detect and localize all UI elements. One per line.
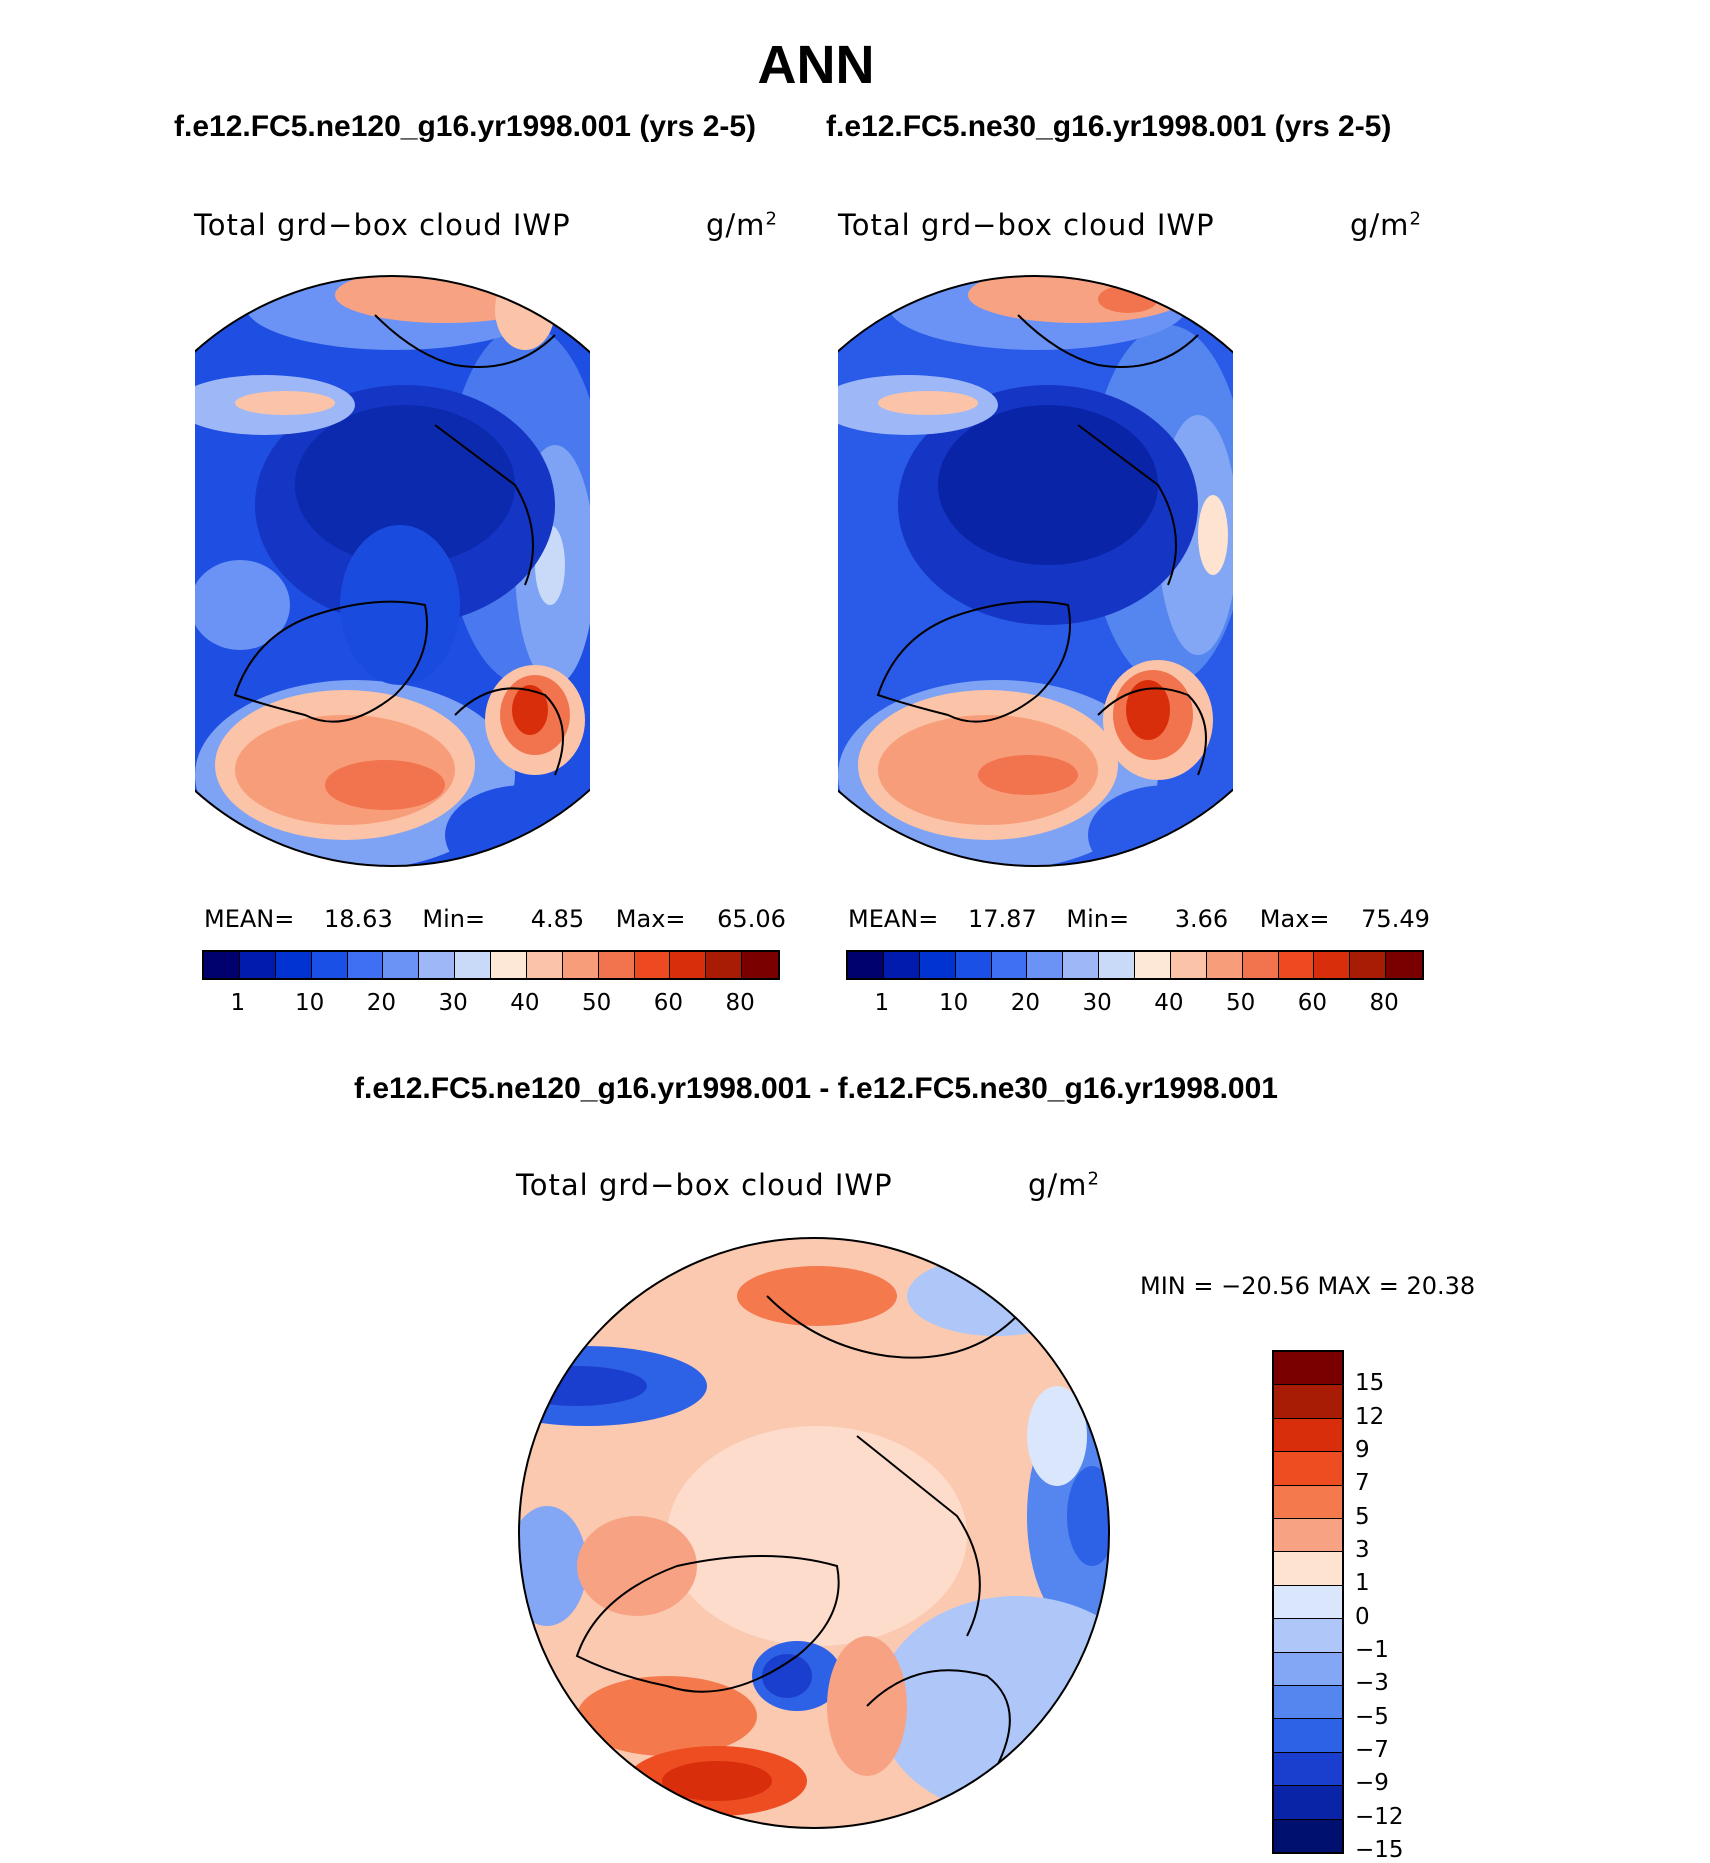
colorbar-swatch xyxy=(670,952,707,978)
colorbar-tick-label: 30 xyxy=(1082,990,1112,1016)
colorbar-tick-label: 50 xyxy=(1225,990,1256,1016)
colorbar-swatch xyxy=(1386,952,1422,978)
colorbar-swatch xyxy=(1274,1686,1342,1720)
colorbar-tick-label: −9 xyxy=(1355,1770,1389,1797)
left-units-label: g/m2 xyxy=(706,208,778,242)
colorbar-swatch xyxy=(1274,1519,1342,1553)
colorbar-swatch xyxy=(419,952,456,978)
colorbar-swatch xyxy=(204,952,240,978)
left-case-title: f.e12.FC5.ne120_g16.yr1998.001 (yrs 2-5) xyxy=(174,110,757,143)
right-stats: MEAN= 17.87 Min= 3.66 Max= 75.49 xyxy=(848,905,1430,933)
colorbar-tick-label: 30 xyxy=(438,990,468,1016)
colorbar-swatch xyxy=(526,952,563,978)
colorbar-swatch xyxy=(1274,1619,1342,1653)
colorbar-swatch xyxy=(1099,952,1135,978)
colorbar-tick-label: 0 xyxy=(1355,1603,1370,1630)
colorbar-swatch xyxy=(991,952,1028,978)
colorbar-tick-label: 3 xyxy=(1355,1537,1370,1563)
colorbar-swatch xyxy=(1274,1585,1342,1620)
colorbar-swatch xyxy=(491,952,527,978)
colorbar-swatch xyxy=(598,952,635,978)
colorbar-swatch xyxy=(1135,952,1171,978)
left-variable-label: Total grd−box cloud IWP xyxy=(194,208,571,242)
right-polar-map xyxy=(838,275,1233,867)
colorbar-tick-label: 9 xyxy=(1355,1437,1370,1463)
colorbar-tick-label: −7 xyxy=(1355,1737,1389,1763)
colorbar-swatch xyxy=(1274,1819,1342,1853)
colorbar-tick-label: 20 xyxy=(1010,990,1041,1016)
colorbar-tick-label: −1 xyxy=(1355,1637,1389,1663)
colorbar-tick-label: 10 xyxy=(294,990,325,1016)
colorbar-swatch xyxy=(1278,952,1315,978)
colorbar-tick-label: 7 xyxy=(1355,1470,1370,1497)
colorbar-tick-label: 10 xyxy=(938,990,969,1016)
colorbar-tick-label: 12 xyxy=(1355,1403,1385,1430)
colorbar-tick-label: 60 xyxy=(1297,990,1328,1016)
colorbar-swatch xyxy=(383,952,420,978)
colorbar-swatch xyxy=(1314,952,1351,978)
colorbar-swatch xyxy=(1063,952,1100,978)
left-colorbar xyxy=(202,950,780,980)
colorbar-swatch xyxy=(955,952,992,978)
colorbar-swatch xyxy=(919,952,956,978)
right-variable-label: Total grd−box cloud IWP xyxy=(838,208,1215,242)
colorbar-swatch xyxy=(1274,1452,1342,1486)
colorbar-swatch xyxy=(455,952,491,978)
colorbar-swatch xyxy=(634,952,671,978)
colorbar-swatch xyxy=(562,952,599,978)
colorbar-tick-label: 1 xyxy=(874,990,890,1016)
colorbar-tick-label: 1 xyxy=(230,990,246,1016)
colorbar-swatch xyxy=(347,952,384,978)
difference-colorbar xyxy=(1272,1350,1344,1854)
left-polar-map xyxy=(195,275,590,867)
colorbar-tick-label: 60 xyxy=(653,990,684,1016)
colorbar-tick-label: 80 xyxy=(1369,990,1399,1016)
colorbar-swatch xyxy=(1027,952,1064,978)
colorbar-tick-label: −15 xyxy=(1355,1837,1404,1863)
diff-minmax: MIN = −20.56 MAX = 20.38 xyxy=(1140,1272,1476,1300)
colorbar-swatch xyxy=(1274,1385,1342,1419)
colorbar-swatch xyxy=(1274,1652,1342,1687)
colorbar-tick-label: 5 xyxy=(1355,1503,1370,1530)
colorbar-swatch xyxy=(1274,1552,1342,1586)
colorbar-swatch xyxy=(883,952,920,978)
colorbar-tick-label: 80 xyxy=(725,990,755,1016)
colorbar-swatch xyxy=(742,952,778,978)
colorbar-swatch xyxy=(1350,952,1387,978)
colorbar-tick-label: 40 xyxy=(510,990,540,1016)
colorbar-swatch xyxy=(1274,1485,1342,1520)
colorbar-tick-label: −3 xyxy=(1355,1670,1389,1697)
colorbar-swatch xyxy=(1274,1352,1342,1386)
colorbar-tick-label: 20 xyxy=(366,990,397,1016)
colorbar-swatch xyxy=(1274,1418,1342,1453)
right-units-label: g/m2 xyxy=(1350,208,1422,242)
colorbar-swatch xyxy=(239,952,276,978)
colorbar-tick-label: 1 xyxy=(1355,1570,1370,1597)
colorbar-swatch xyxy=(1274,1752,1342,1787)
colorbar-swatch xyxy=(848,952,884,978)
colorbar-tick-label: −12 xyxy=(1355,1803,1404,1830)
main-title: ANN xyxy=(757,35,875,95)
left-stats: MEAN= 18.63 Min= 4.85 Max= 65.06 xyxy=(204,905,786,933)
diff-variable-label: Total grd−box cloud IWP xyxy=(516,1168,893,1202)
right-colorbar xyxy=(846,950,1424,980)
difference-title: f.e12.FC5.ne120_g16.yr1998.001 - f.e12.F… xyxy=(354,1072,1278,1105)
diff-units-label: g/m2 xyxy=(1028,1168,1100,1202)
colorbar-swatch xyxy=(275,952,312,978)
colorbar-swatch xyxy=(706,952,743,978)
colorbar-swatch xyxy=(1206,952,1243,978)
colorbar-swatch xyxy=(1242,952,1279,978)
colorbar-tick-label: 40 xyxy=(1154,990,1184,1016)
colorbar-tick-label: −5 xyxy=(1355,1703,1389,1730)
colorbar-swatch xyxy=(1274,1786,1342,1820)
colorbar-tick-label: 15 xyxy=(1355,1370,1385,1397)
difference-polar-map xyxy=(518,1237,1110,1829)
colorbar-tick-label: 50 xyxy=(581,990,612,1016)
colorbar-swatch xyxy=(311,952,348,978)
colorbar-swatch xyxy=(1274,1719,1342,1753)
colorbar-swatch xyxy=(1170,952,1207,978)
right-case-title: f.e12.FC5.ne30_g16.yr1998.001 (yrs 2-5) xyxy=(826,110,1392,143)
